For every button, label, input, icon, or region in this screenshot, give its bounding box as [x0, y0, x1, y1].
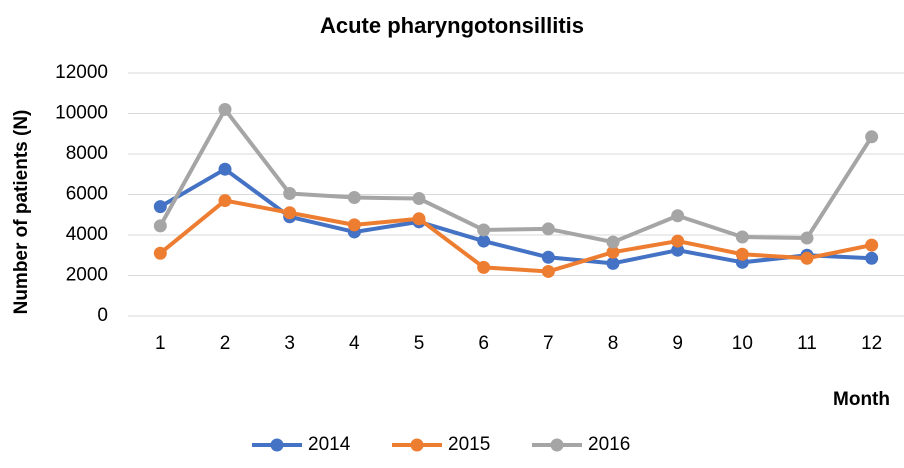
x-tick-label: 3 — [284, 333, 295, 354]
data-point — [606, 256, 620, 270]
data-point — [283, 186, 297, 200]
series-line — [159, 198, 873, 274]
data-point — [606, 245, 620, 259]
series-line — [159, 167, 872, 266]
y-tick-label: 12000 — [55, 62, 108, 83]
data-point — [541, 250, 555, 264]
data-point — [218, 102, 232, 116]
data-point — [153, 219, 167, 233]
legend-label: 2014 — [308, 434, 351, 455]
x-tick-label: 6 — [478, 333, 489, 354]
data-point — [671, 243, 685, 257]
data-point — [347, 191, 361, 205]
x-tick-label: 4 — [349, 333, 360, 354]
data-point — [283, 206, 297, 220]
legend-marker — [270, 438, 284, 452]
y-tick-label: 10000 — [55, 103, 108, 124]
x-tick-label: 7 — [543, 333, 554, 354]
data-point — [153, 200, 167, 214]
data-point — [735, 230, 749, 244]
y-tick-label: 4000 — [66, 224, 108, 245]
data-point — [347, 218, 361, 232]
data-point — [153, 246, 167, 260]
data-point — [412, 212, 426, 226]
legend-label: 2015 — [448, 434, 490, 455]
data-point — [541, 222, 555, 236]
x-tick-label: 2 — [220, 333, 231, 354]
data-point — [800, 231, 814, 245]
chart-title: Acute pharyngotonsillitis — [320, 13, 584, 38]
data-point — [218, 194, 232, 208]
data-point — [800, 251, 814, 265]
data-point — [412, 192, 426, 206]
series-line — [158, 107, 874, 245]
data-point — [671, 234, 685, 248]
data-point — [865, 130, 879, 144]
y-tick-label: 6000 — [66, 184, 108, 205]
data-point — [606, 235, 620, 249]
y-tick-label: 2000 — [66, 265, 108, 286]
x-tick-label: 9 — [672, 333, 683, 354]
data-point — [477, 260, 491, 274]
data-point — [218, 162, 232, 176]
y-tick-label: 8000 — [66, 143, 108, 164]
x-tick-label: 8 — [608, 333, 619, 354]
data-point — [477, 223, 491, 237]
data-point — [735, 247, 749, 261]
data-point — [477, 234, 491, 248]
x-tick-label: 5 — [414, 333, 425, 354]
x-tick-label: 1 — [155, 333, 166, 354]
y-axis-label: Number of patients (N) — [11, 110, 32, 315]
data-point — [541, 264, 555, 278]
x-tick-label: 11 — [797, 333, 817, 354]
data-point — [865, 238, 879, 252]
x-axis-label: Month — [833, 389, 890, 410]
data-point — [671, 209, 685, 223]
y-tick-label: 0 — [97, 305, 108, 326]
legend-marker — [410, 438, 424, 452]
x-tick-label: 10 — [732, 333, 753, 354]
data-point — [865, 251, 879, 265]
legend-marker — [550, 438, 564, 452]
legend-label: 2016 — [588, 434, 630, 455]
x-tick-label: 12 — [861, 333, 882, 354]
